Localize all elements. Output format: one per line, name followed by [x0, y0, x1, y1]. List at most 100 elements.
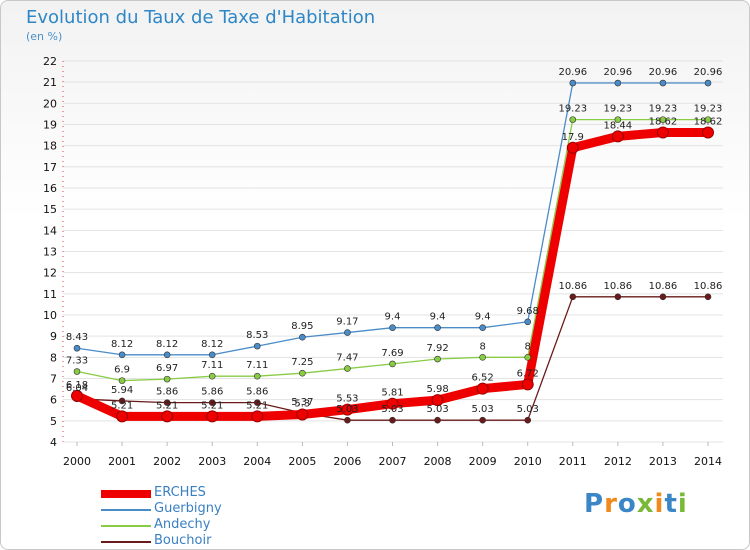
data-point — [656, 126, 669, 139]
unit-label: (en %) — [26, 30, 63, 43]
data-point — [253, 372, 261, 380]
y-tick-label: 17 — [43, 161, 57, 174]
x-tick-label: 2005 — [288, 455, 316, 468]
y-tick-label: 8 — [50, 351, 57, 364]
data-label: 9.4 — [385, 312, 401, 323]
data-point — [208, 372, 216, 380]
data-label: 8 — [479, 341, 485, 352]
x-tick-label: 2006 — [333, 455, 361, 468]
data-point — [659, 79, 667, 87]
data-point — [434, 355, 441, 363]
data-point — [569, 293, 577, 301]
legend-swatch — [101, 490, 151, 498]
x-tick-label: 2009 — [469, 455, 497, 468]
x-tick-label: 2001 — [108, 455, 136, 468]
x-tick-label: 2004 — [243, 455, 271, 468]
data-point — [476, 382, 489, 395]
brand-letter: P — [584, 489, 605, 519]
data-label: 19.23 — [694, 104, 723, 115]
data-point — [208, 351, 216, 359]
data-label: 8.12 — [156, 339, 178, 350]
data-label: 10.86 — [649, 281, 678, 292]
data-point — [524, 416, 532, 424]
legend-item-erches: ERCHES — [101, 485, 321, 501]
data-label: 5.86 — [246, 387, 268, 398]
data-point — [479, 324, 486, 332]
data-label: 9.68 — [517, 306, 539, 317]
data-label: 8 — [525, 341, 531, 352]
data-label: 5.81 — [381, 388, 403, 399]
data-label: 8.12 — [201, 339, 223, 350]
x-tick-label: 2011 — [559, 455, 587, 468]
brand-logo: Proxiti — [584, 489, 688, 519]
data-point — [569, 116, 577, 123]
x-tick-label: 2007 — [379, 455, 407, 468]
data-point — [479, 416, 486, 424]
x-tick-label: 2012 — [604, 455, 632, 468]
data-point — [434, 416, 441, 424]
data-label: 10.86 — [604, 281, 633, 292]
data-point — [71, 389, 83, 402]
data-point — [73, 344, 81, 352]
legend-label: ERCHES — [154, 485, 206, 500]
y-tick-label: 19 — [43, 119, 57, 132]
data-label: 7.47 — [336, 353, 358, 364]
x-tick-label: 2010 — [514, 455, 542, 468]
data-label: 7.25 — [291, 357, 313, 368]
legend-label: Guerbigny — [154, 501, 222, 516]
data-point — [389, 360, 396, 368]
brand-letter: r — [604, 489, 618, 519]
y-tick-label: 20 — [43, 97, 57, 110]
y-tick-label: 6 — [50, 394, 57, 407]
x-tick-label: 2008 — [424, 455, 452, 468]
data-point — [206, 410, 219, 423]
data-point — [208, 399, 216, 406]
data-point — [434, 324, 441, 332]
data-point — [116, 410, 129, 423]
data-label: 5.94 — [111, 385, 133, 396]
grid — [63, 60, 723, 443]
data-point — [704, 293, 712, 301]
data-label: 5.03 — [517, 404, 539, 415]
data-label: 5.98 — [426, 384, 448, 395]
data-point — [702, 126, 714, 139]
chart-title: Evolution du Taux de Taxe d'Habitation — [26, 7, 376, 28]
x-tick-label: 2000 — [63, 455, 91, 468]
data-point — [614, 293, 622, 301]
data-point — [344, 416, 351, 424]
data-label: 5.3 — [294, 398, 310, 409]
data-label: 5.37 — [291, 397, 313, 408]
data-point — [299, 369, 306, 377]
data-point — [161, 410, 174, 423]
data-point — [163, 399, 171, 406]
data-label: 7.33 — [66, 356, 88, 367]
y-tick-label: 10 — [43, 309, 57, 322]
data-label: 6.9 — [114, 365, 130, 376]
data-label: 10.86 — [694, 281, 723, 292]
x-tick-label: 2013 — [649, 455, 677, 468]
data-label: 20.96 — [558, 67, 587, 78]
data-point — [253, 399, 261, 406]
legend-swatch — [101, 541, 151, 543]
y-tick-label: 11 — [43, 288, 57, 301]
data-point — [389, 324, 396, 332]
data-point — [566, 141, 579, 154]
legend-item-guerbigny: Guerbigny — [101, 501, 321, 517]
y-tick-label: 22 — [43, 55, 57, 68]
y-tick-label: 5 — [50, 415, 57, 428]
data-point — [524, 318, 532, 326]
y-tick-label: 7 — [50, 373, 57, 386]
data-label: 19.23 — [649, 104, 678, 115]
data-label: 5.86 — [156, 387, 178, 398]
data-label: 20.96 — [649, 67, 678, 78]
data-label: 18.44 — [604, 120, 633, 131]
y-tick-label: 14 — [43, 224, 57, 237]
data-point — [704, 79, 712, 87]
data-label: 18.62 — [694, 117, 723, 128]
brand-letter: i — [654, 489, 665, 519]
brand-letter: i — [677, 489, 688, 519]
data-label: 7.11 — [246, 360, 268, 371]
brand-letter: x — [636, 489, 655, 519]
data-point — [431, 394, 444, 407]
